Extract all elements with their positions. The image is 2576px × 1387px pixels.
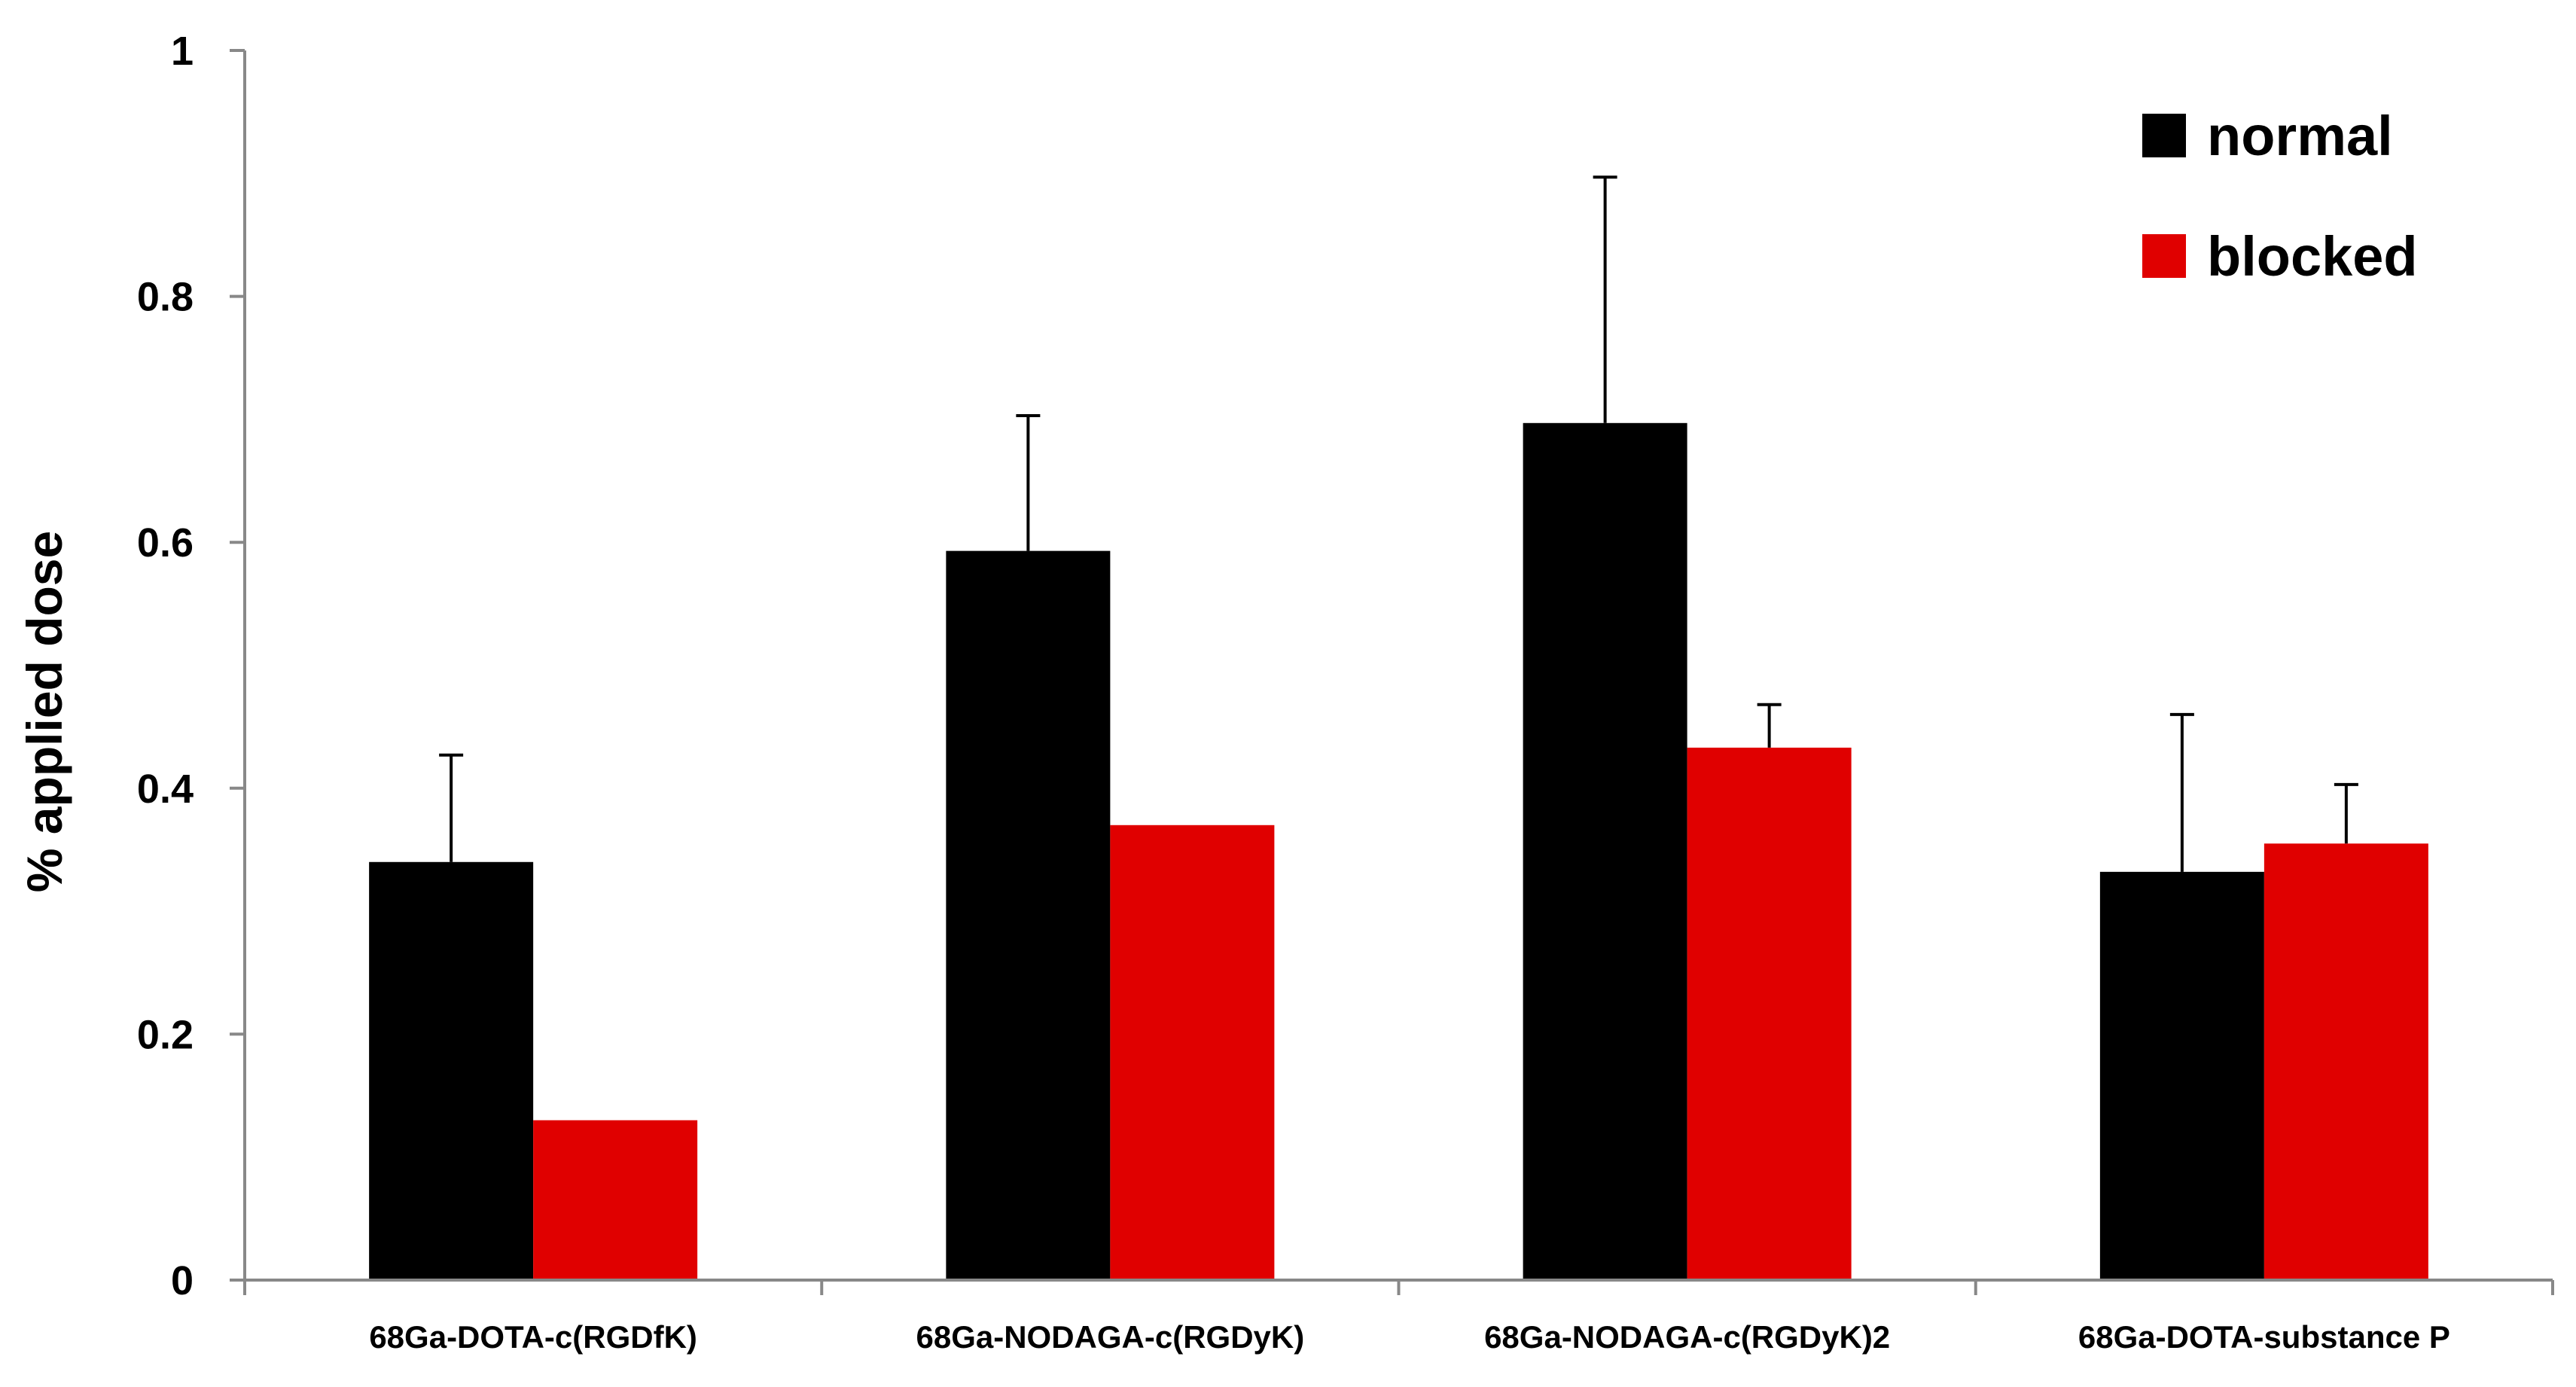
legend-swatch: [2142, 114, 2186, 157]
bar-normal-3: [1523, 422, 1687, 1280]
x-category-label: 68Ga-NODAGA-c(RGDyK)2: [1484, 1319, 1890, 1355]
legend-label: blocked: [2207, 225, 2418, 288]
x-category-label: 68Ga-DOTA-c(RGDfK): [369, 1319, 697, 1355]
error-bar-blocked-3: [1757, 703, 1782, 748]
error-bar-normal-2: [1016, 414, 1041, 551]
bar-blocked-2: [1110, 825, 1275, 1280]
error-bar-normal-4: [2169, 712, 2194, 872]
bar-normal-2: [946, 550, 1111, 1280]
error-bars-layer: [439, 175, 2358, 872]
legend-item-blocked: blocked: [2142, 225, 2418, 288]
x-category-label: 68Ga-NODAGA-c(RGDyK): [916, 1319, 1305, 1355]
legend: normal blocked: [2142, 105, 2418, 288]
bar-normal-4: [2099, 871, 2264, 1280]
y-tick-label: 0.6: [137, 520, 194, 565]
axes-layer: [230, 49, 2554, 1295]
bar-blocked-3: [1687, 747, 1852, 1280]
y-tick-label: 1: [171, 29, 194, 74]
y-tick-label: 0.4: [137, 767, 194, 812]
x-category-label: 68Ga-DOTA-substance P: [2078, 1319, 2450, 1355]
error-bar-blocked-4: [2334, 782, 2358, 844]
legend-swatch: [2142, 234, 2186, 278]
bar-blocked-4: [2264, 843, 2428, 1280]
bar-blocked-1: [533, 1120, 698, 1280]
bars-layer: [369, 422, 2428, 1280]
error-bar-normal-1: [439, 753, 464, 862]
legend-item-normal: normal: [2142, 105, 2393, 167]
y-tick-label: 0.2: [137, 1012, 194, 1057]
y-tick-label: 0.8: [137, 275, 194, 320]
y-axis-title: % applied dose: [17, 531, 72, 892]
labels-layer: 0 0.2 0.4 0.6 0.8 1 68Ga-DOTA-c(RGDfK) 68Ga-NOD…: [137, 29, 2450, 1355]
bar-normal-1: [369, 861, 534, 1280]
error-bar-normal-3: [1593, 175, 1617, 423]
legend-label: normal: [2207, 105, 2393, 167]
y-tick-label: 0: [171, 1258, 194, 1303]
